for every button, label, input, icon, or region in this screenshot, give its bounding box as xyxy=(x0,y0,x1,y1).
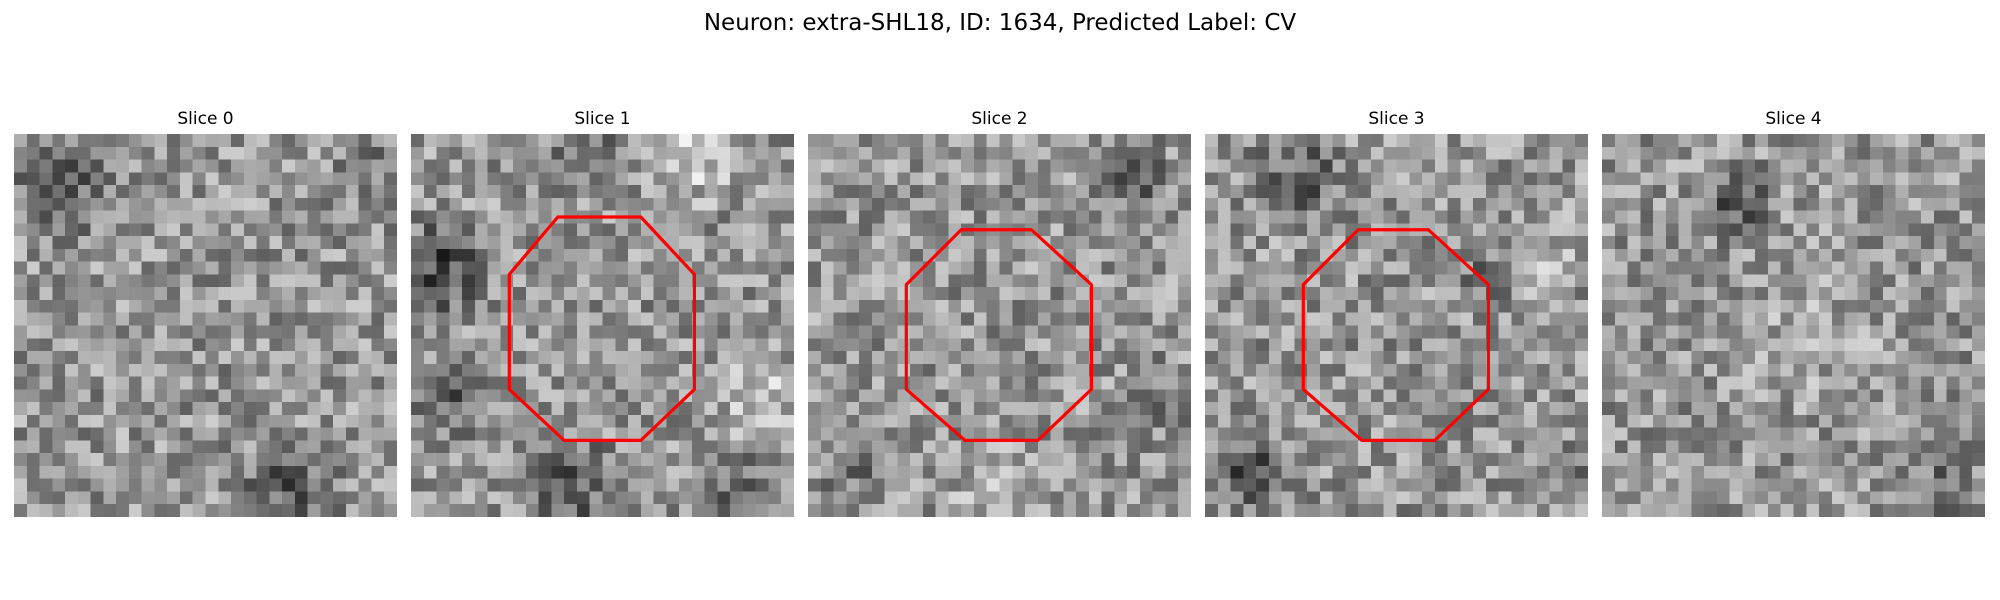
slice-title: Slice 0 xyxy=(177,109,234,129)
slice-title: Slice 2 xyxy=(971,109,1028,129)
figure-title: Neuron: extra-SHL18, ID: 1634, Predicted… xyxy=(703,10,1297,36)
slice-0-pixels xyxy=(14,134,397,517)
slice-title: Slice 4 xyxy=(1765,109,1822,129)
contour-outline xyxy=(904,228,1094,442)
slice-2-pixels xyxy=(808,134,1191,517)
slice-image xyxy=(808,134,1191,517)
slice-image xyxy=(411,134,794,517)
contour-outline xyxy=(1301,228,1491,442)
slice-image xyxy=(1205,134,1588,517)
slice-title: Slice 3 xyxy=(1368,109,1425,129)
slice-title: Slice 1 xyxy=(574,109,631,129)
slice-3-pixels xyxy=(1205,134,1588,517)
contour-outline xyxy=(507,215,697,442)
slice-image xyxy=(1602,134,1985,517)
slice-1-pixels xyxy=(411,134,794,517)
slice-4-pixels xyxy=(1602,134,1985,517)
slice-image xyxy=(14,134,397,517)
